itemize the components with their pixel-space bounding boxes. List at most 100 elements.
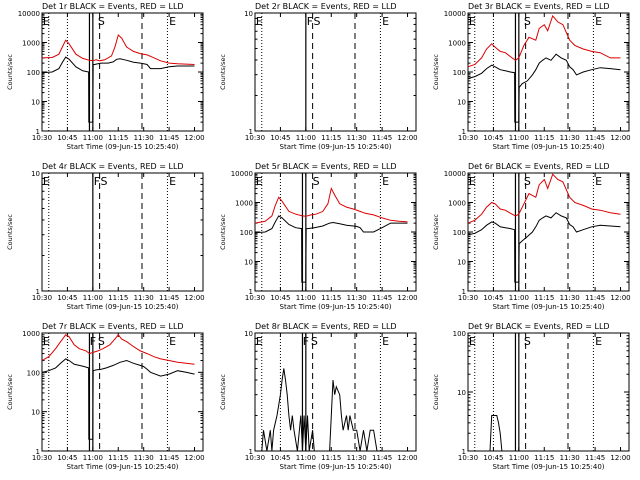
y-tick-label: 100 <box>453 330 466 338</box>
panel-1: Det 1r BLACK = Events, RED = LLD 10:30 10:… <box>6 2 205 151</box>
y-tick-label: 1000 <box>235 200 253 208</box>
event-marker-E: E <box>595 15 602 28</box>
event-marker-S: S <box>98 335 105 348</box>
y-tick-label: 1 <box>462 128 466 136</box>
x-tick-label: 12:00 <box>184 294 204 302</box>
y-tick-label: 10 <box>31 99 40 107</box>
y-tick-label: 1 <box>249 128 253 136</box>
y-axis-label: Counts/sec <box>432 54 440 90</box>
x-tick-label: 11:30 <box>560 134 580 142</box>
plot-frame <box>254 172 417 292</box>
y-axis-label: Counts/sec <box>219 374 227 410</box>
x-tick-label: 10:30 <box>245 454 265 462</box>
x-tick-label: 11:45 <box>585 294 605 302</box>
series-events-line <box>489 415 503 452</box>
x-tick-label: 11:30 <box>347 134 367 142</box>
event-marker-E: E <box>43 335 50 348</box>
x-tick-label: 12:00 <box>610 134 630 142</box>
y-tick-label: 1000 <box>448 40 466 48</box>
event-marker-E: E <box>43 175 50 188</box>
y-tick-label: 100 <box>240 229 253 237</box>
y-tick-label: 100 <box>453 229 466 237</box>
x-tick-label: 11:15 <box>108 454 128 462</box>
panel-title: Det 3r BLACK = Events, RED = LLD <box>468 2 610 11</box>
y-tick-label: 100 <box>27 69 40 77</box>
panel-3: Det 3r BLACK = Events, RED = LLD 10:30 10:… <box>432 2 631 151</box>
event-marker-E: E <box>382 15 389 28</box>
x-tick-label: 11:45 <box>585 134 605 142</box>
x-tick-label: 10:45 <box>483 454 503 462</box>
plot-frame <box>467 12 630 132</box>
x-tick-label: 11:30 <box>134 454 154 462</box>
x-tick-label: 10:30 <box>32 134 52 142</box>
plot-frame <box>41 172 204 292</box>
x-tick-label: 12:00 <box>397 134 417 142</box>
x-tick-label: 10:45 <box>57 134 77 142</box>
series-lld-line <box>41 34 195 65</box>
x-tick-label: 11:00 <box>509 134 529 142</box>
x-tick-label: 12:00 <box>184 134 204 142</box>
series-events-line <box>254 215 408 283</box>
panel-8: Det 8r BLACK = Events, RED = LLD 10:30 10:… <box>219 322 418 471</box>
panel-9: Det 9r BLACK = Events, RED = LLD 10:30 10:… <box>432 322 631 471</box>
y-tick-label: 10000 <box>18 10 40 18</box>
x-tick-label: 11:00 <box>83 134 103 142</box>
x-axis-label: Start Time (09-Jun-15 10:25:40) <box>280 463 392 471</box>
x-tick-label: 10:45 <box>57 454 77 462</box>
event-marker-E: E <box>256 15 263 28</box>
y-tick-label: 1 <box>462 448 466 456</box>
x-tick-label: 10:30 <box>458 454 478 462</box>
panel-title: Det 5r BLACK = Events, RED = LLD <box>255 162 397 171</box>
panel-title: Det 4r BLACK = Events, RED = LLD <box>42 162 184 171</box>
event-marker-S: S <box>524 15 531 28</box>
event-marker-S: S <box>311 335 318 348</box>
event-marker-S: S <box>100 175 107 188</box>
y-tick-label: 10 <box>244 10 253 18</box>
y-tick-label: 10 <box>244 330 253 338</box>
event-marker-F: F <box>307 15 313 28</box>
y-tick-label: 100 <box>453 69 466 77</box>
series-lld-line <box>467 14 621 68</box>
x-tick-label: 10:30 <box>32 454 52 462</box>
x-tick-label: 10:30 <box>458 294 478 302</box>
x-tick-label: 11:30 <box>134 134 154 142</box>
x-tick-label: 10:30 <box>245 134 265 142</box>
x-tick-label: 11:30 <box>560 294 580 302</box>
x-tick-label: 11:00 <box>296 134 316 142</box>
y-tick-label: 1000 <box>448 200 466 208</box>
plot-frame <box>254 332 417 452</box>
x-axis-label: Start Time (09-Jun-15 10:25:40) <box>493 303 605 311</box>
panel-title: Det 7r BLACK = Events, RED = LLD <box>42 322 184 331</box>
event-marker-F: F <box>90 335 96 348</box>
x-tick-label: 12:00 <box>397 454 417 462</box>
x-tick-label: 11:15 <box>534 134 554 142</box>
panel-title: Det 8r BLACK = Events, RED = LLD <box>255 322 397 331</box>
x-tick-label: 10:30 <box>458 134 478 142</box>
y-axis-label: Counts/sec <box>219 54 227 90</box>
series-lld-line <box>467 173 621 224</box>
x-tick-label: 12:00 <box>610 294 630 302</box>
x-axis-label: Start Time (09-Jun-15 10:25:40) <box>67 303 179 311</box>
y-tick-label: 10 <box>457 389 466 397</box>
panel-title: Det 9r BLACK = Events, RED = LLD <box>468 322 610 331</box>
plot-frame <box>467 172 630 292</box>
x-axis-label: Start Time (09-Jun-15 10:25:40) <box>280 303 392 311</box>
event-marker-E: E <box>256 175 263 188</box>
x-tick-label: 11:00 <box>296 294 316 302</box>
series-events-line <box>41 358 195 440</box>
event-marker-S: S <box>98 15 105 28</box>
series-lld-line <box>254 186 408 224</box>
panel-title: Det 1r BLACK = Events, RED = LLD <box>42 2 184 11</box>
panel-title: Det 2r BLACK = Events, RED = LLD <box>255 2 397 11</box>
x-tick-label: 11:15 <box>534 454 554 462</box>
y-tick-label: 1 <box>249 288 253 296</box>
y-tick-label: 1 <box>462 288 466 296</box>
x-tick-label: 11:45 <box>585 454 605 462</box>
x-tick-label: 11:15 <box>321 134 341 142</box>
event-marker-E: E <box>169 335 176 348</box>
x-tick-label: 11:30 <box>560 454 580 462</box>
x-tick-label: 11:00 <box>83 454 103 462</box>
x-axis-label: Start Time (09-Jun-15 10:25:40) <box>67 143 179 151</box>
event-marker-S: S <box>524 175 531 188</box>
x-tick-label: 11:30 <box>347 294 367 302</box>
